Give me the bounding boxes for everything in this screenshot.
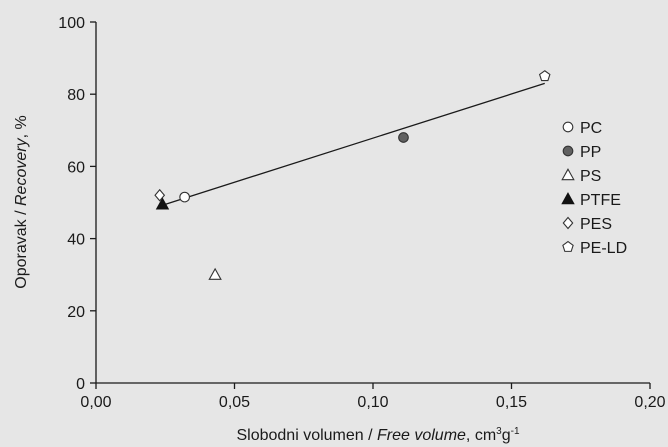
data-point-pe-ld [538, 70, 551, 82]
legend-marker-ptfe [561, 192, 575, 205]
data-point-ps [208, 267, 222, 280]
x-axis-label: Slobodni volumen / Free volume, cm3g-1 [236, 426, 519, 444]
x-tick-label: 0,20 [634, 394, 665, 411]
data-point-pes [154, 188, 166, 202]
y-ticks: 0 20 40 60 80 100 [58, 15, 96, 393]
legend-label-pp: PP [580, 144, 601, 161]
x-tick-label: 0,10 [357, 394, 388, 411]
y-tick-label: 0 [76, 376, 85, 393]
y-tick-label: 20 [67, 304, 85, 321]
legend-label-pe-ld: PE-LD [580, 240, 627, 257]
legend-label-pc: PC [580, 120, 602, 137]
data-point-ptfe [155, 197, 170, 210]
trendline [159, 82, 545, 207]
y-axis-label: Oporavak / Recovery, % [13, 115, 30, 288]
legend-marker-pp [562, 145, 574, 157]
legend-marker-ps [561, 168, 575, 181]
legend-marker-pes [562, 216, 574, 230]
x-tick-label: 0,15 [496, 394, 527, 411]
data-point-pc [179, 191, 190, 203]
x-tick-label: 0,00 [80, 394, 111, 411]
x-tick-label: 0,05 [219, 394, 250, 411]
y-tick-label: 60 [67, 159, 85, 176]
legend-marker-pc [562, 121, 574, 133]
legend-marker-pe-ld [562, 240, 574, 252]
y-tick-label: 40 [67, 232, 85, 249]
y-tick-label: 80 [67, 87, 85, 104]
legend: PC PP PS PTFE PES PE-LD [561, 120, 627, 257]
legend-label-ptfe: PTFE [580, 192, 621, 209]
y-tick-label: 100 [58, 15, 85, 32]
data-points [154, 70, 551, 280]
x-ticks: 0,00 0,05 0,10 0,15 0,20 [80, 383, 666, 411]
legend-label-pes: PES [580, 216, 612, 233]
legend-label-ps: PS [580, 168, 601, 185]
data-point-pp [398, 132, 409, 143]
